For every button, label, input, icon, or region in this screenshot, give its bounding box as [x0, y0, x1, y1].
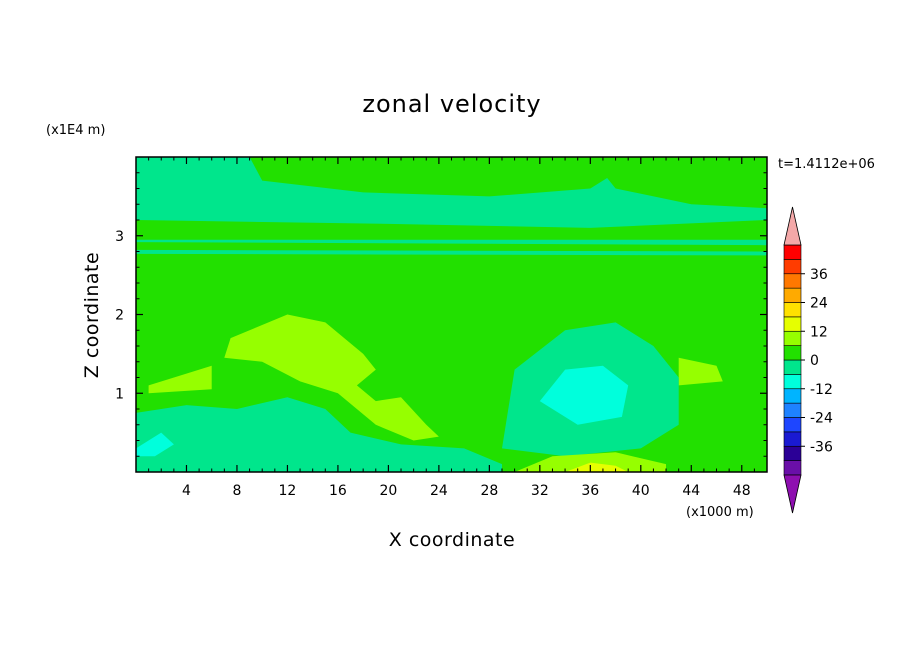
contour-region-12 [514, 452, 666, 472]
x-axis-ticks: 4 8 12 16 20 24 28 32 36 40 44 48 [148, 157, 755, 499]
x-tick-label-8: 8 [232, 483, 241, 499]
x-tick-label-40: 40 [632, 483, 650, 499]
contour-region-5 [224, 314, 439, 441]
colorbar-over-triangle [783, 206, 802, 246]
colorbar-label--12: -12 [810, 382, 833, 398]
colorbar-label--36: -36 [810, 439, 833, 455]
colorbar-segment-14 [783, 259, 802, 275]
x-tick-label-28: 28 [480, 483, 498, 499]
chart-title: zonal velocity [362, 90, 541, 118]
y-axis-title: Z coordinate [81, 252, 103, 378]
contour-region-7 [678, 357, 723, 386]
colorbar-segment-13 [783, 273, 802, 289]
y-axis-ticks: 1 2 3 [115, 172, 767, 457]
x-tick-label-12: 12 [279, 483, 297, 499]
colorbar-segment-5 [783, 388, 802, 404]
contour-field [136, 157, 767, 472]
contour-region-1 [249, 157, 641, 197]
x-tick-label-44: 44 [682, 483, 700, 499]
contour-region-11 [136, 432, 174, 457]
colorbar-segment-7 [783, 359, 802, 375]
x-scale-label: (x1000 m) [686, 505, 754, 520]
colorbar-segment-10 [783, 316, 802, 332]
y-tick-label-1: 1 [115, 386, 124, 402]
x-tick-label-24: 24 [430, 483, 448, 499]
colorbar-label-12: 12 [810, 324, 828, 340]
y-tick-label-3: 3 [115, 229, 124, 245]
x-axis-title: X coordinate [389, 529, 515, 551]
contour-region-2 [590, 157, 767, 209]
colorbar-segment-0 [783, 460, 802, 476]
colorbar-segment-3 [783, 417, 802, 433]
x-tick-label-16: 16 [329, 483, 347, 499]
colorbar-label--24: -24 [810, 411, 833, 427]
contour-region-13 [565, 462, 629, 472]
contour-region-10 [136, 397, 502, 472]
contour-region-6 [148, 365, 212, 394]
colorbar-segment-11 [783, 302, 802, 318]
colorbar: 36 24 12 0 -12 -24 -36 [783, 206, 833, 514]
colorbar-segment-4 [783, 402, 802, 418]
y-tick-label-2: 2 [115, 308, 124, 324]
colorbar-segment-6 [783, 374, 802, 390]
colorbar-segment-9 [783, 330, 802, 346]
contour-region-4 [136, 249, 767, 256]
contour-region-9 [539, 365, 629, 425]
x-tick-label-20: 20 [379, 483, 397, 499]
contour-region-3 [136, 239, 767, 246]
colorbar-segment-2 [783, 431, 802, 447]
colorbar-segment-8 [783, 345, 802, 361]
colorbar-segment-12 [783, 287, 802, 303]
x-tick-label-36: 36 [581, 483, 599, 499]
x-tick-label-4: 4 [182, 483, 191, 499]
colorbar-segment-15 [783, 244, 802, 260]
colorbar-label-36: 36 [810, 267, 828, 283]
x-tick-label-32: 32 [531, 483, 549, 499]
colorbar-label-24: 24 [810, 296, 828, 312]
colorbar-segment-1 [783, 445, 802, 461]
time-label: t=1.4112e+06 [778, 157, 875, 172]
colorbar-under-triangle [783, 474, 802, 514]
colorbar-label-0: 0 [810, 353, 819, 369]
x-tick-label-48: 48 [733, 483, 751, 499]
y-scale-label: (x1E4 m) [46, 123, 105, 138]
